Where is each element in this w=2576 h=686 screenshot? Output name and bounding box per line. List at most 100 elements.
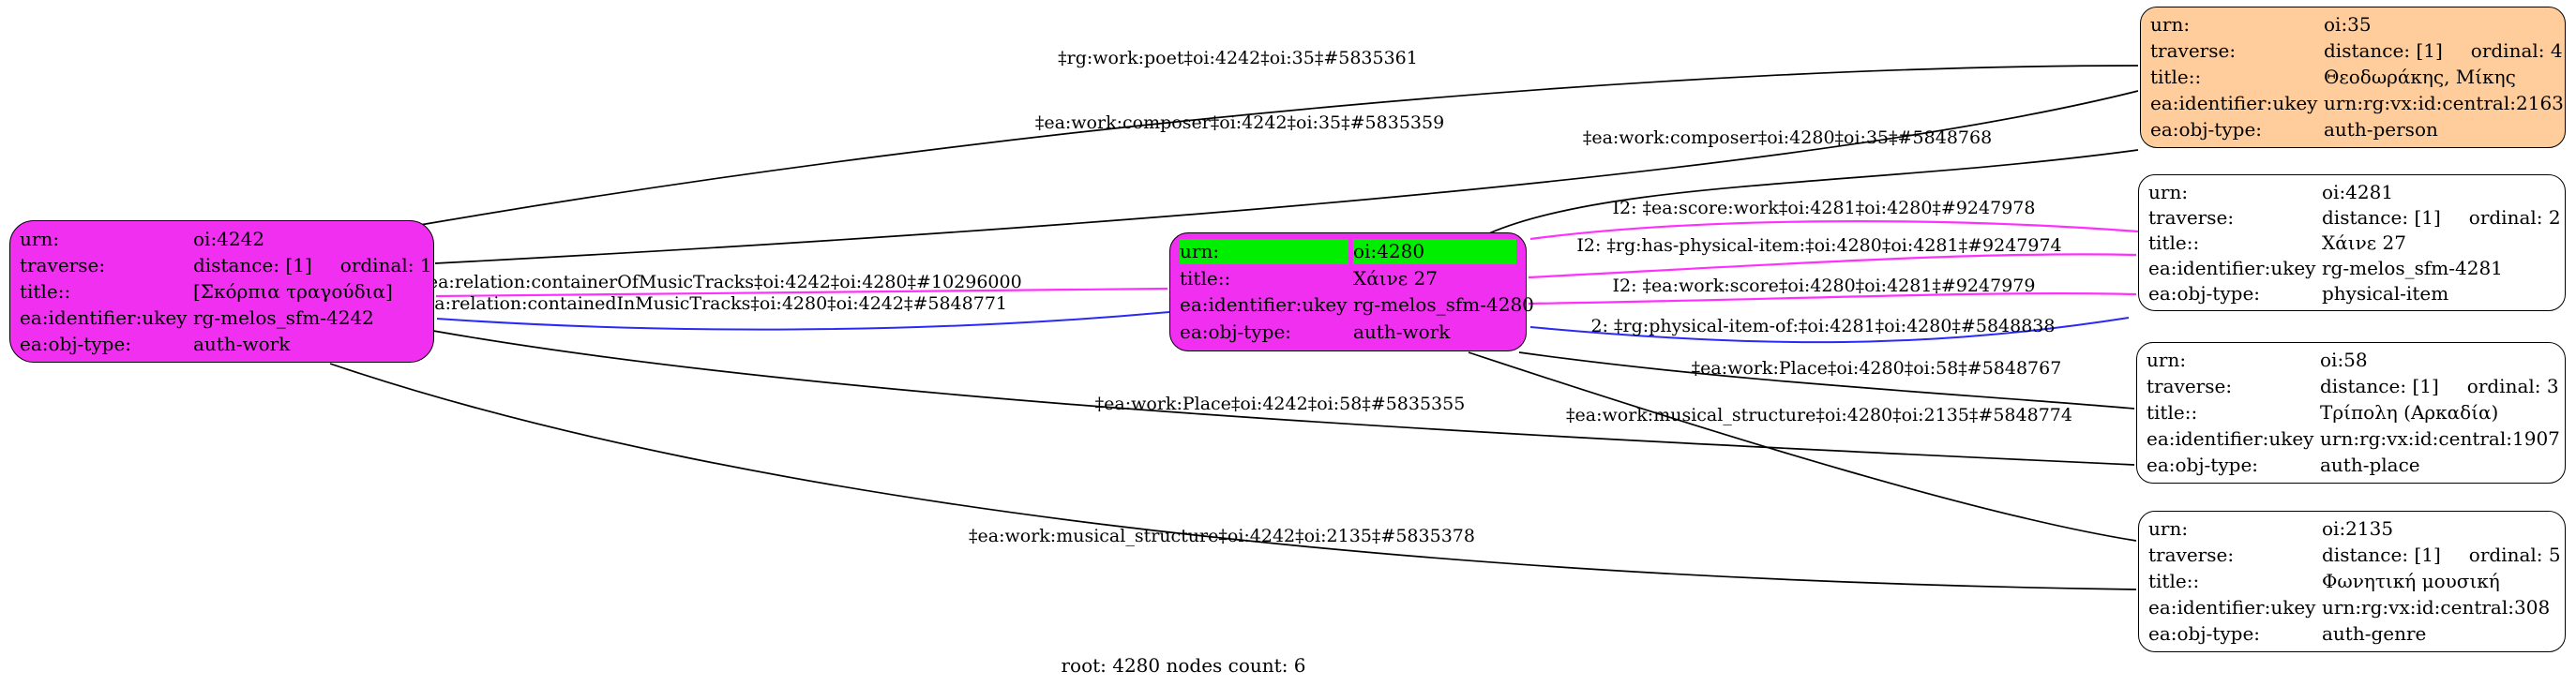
node-row: title:: Χάινε 27 — [1180, 266, 1516, 291]
edge-label-place-4280-58: ‡ea:work:Place‡oi:4280‡oi:58‡#5848767 — [1691, 358, 2062, 379]
row-value: Χάινε 27 — [1353, 266, 1438, 290]
row-value: rg-melos_sfm-4280 — [1353, 293, 1534, 317]
row-value: urn:rg:vx:id:central:1907 — [2320, 426, 2560, 450]
edge-ea-work-score-4280-4281 — [1528, 291, 2137, 306]
row-key: title:: — [1180, 266, 1231, 290]
row-key: traverse: — [2147, 375, 2233, 398]
edge-ea-work-place-4280-58 — [1518, 351, 2135, 410]
node-oi-2135[interactable]: urn: oi:2135 traverse: distance: [1] ordi… — [2138, 511, 2566, 652]
edge-label-score-work-4281-4280: I2: ‡ea:score:work‡oi:4281‡oi:4280‡#9247… — [1612, 198, 2036, 218]
node-row: traverse: distance: [1] ordinal: 1 — [20, 253, 432, 278]
row-value: oi:4280 — [1353, 238, 1516, 264]
edge-containedInMusicTracks-4280-4242 — [436, 311, 1170, 331]
row-value: oi:2135 — [2322, 517, 2394, 541]
row-key: ea:obj-type: — [2147, 453, 2259, 476]
node-oi-58[interactable]: urn: oi:58 traverse: distance: [1] ordina… — [2136, 342, 2566, 484]
node-row: ea:obj-type: physical-item — [2148, 281, 2555, 306]
row-key: traverse: — [20, 253, 106, 276]
row-value: Θεοδωράκης, Μίκης — [2324, 65, 2516, 88]
node-row: traverse: distance: [1] ordinal: 3 — [2147, 374, 2559, 399]
row-key: traverse: — [2148, 206, 2235, 229]
node-row: ea:obj-type: auth-person — [2150, 117, 2555, 142]
edge-ea-work-musical-structure-4242-2135 — [329, 363, 2137, 590]
edge-rg-has-physical-item-4280-4281 — [1528, 253, 2137, 279]
row-key: ea:obj-type: — [2148, 282, 2261, 305]
row-key: urn: — [2148, 181, 2189, 203]
row-value: oi:4281 — [2322, 181, 2394, 203]
edge-label-work-score-4280-4281: I2: ‡ea:work:score‡oi:4280‡oi:4281‡#9247… — [1612, 276, 2036, 296]
edge-ea-work-composer-4280-35 — [1488, 149, 2139, 234]
row-value: [Σκόρπια τραγούδια] — [193, 279, 393, 303]
edge-ea-work-composer-4242-35 — [434, 90, 2139, 264]
row-key: urn: — [20, 227, 60, 250]
node-row: traverse: distance: [1] ordinal: 2 — [2148, 205, 2561, 231]
row-value: urn:rg:vx:id:central:308 — [2322, 595, 2551, 619]
row-value: auth-work — [1353, 321, 1451, 344]
row-value: distance: [1] ordinal: 3 — [2320, 375, 2559, 398]
row-key: title:: — [2148, 231, 2200, 254]
graph-caption: root: 4280 nodes count: 6 — [1061, 654, 1306, 677]
row-key: ea:obj-type: — [2150, 117, 2263, 141]
row-key: ea:obj-type: — [1180, 321, 1292, 344]
row-key: traverse: — [2150, 39, 2237, 63]
row-value: auth-work — [193, 332, 291, 355]
row-key: ea:identifier:ukey — [20, 306, 188, 329]
node-row: urn: oi:2135 — [2148, 516, 2555, 542]
node-row: urn: oi:35 — [2150, 12, 2555, 37]
edge-rg-work-poet-4242-35 — [414, 65, 2139, 227]
row-value: physical-item — [2322, 282, 2449, 305]
row-key: urn: — [2150, 13, 2191, 37]
row-value: rg-melos_sfm-4281 — [2322, 257, 2503, 279]
row-key: ea:identifier:ukey — [2147, 426, 2314, 450]
node-oi-4281[interactable]: urn: oi:4281 traverse: distance: [1] ordi… — [2138, 174, 2566, 311]
row-value: distance: [1] ordinal: 2 — [2322, 206, 2561, 229]
node-oi-4242[interactable]: urn: oi:4242 traverse: distance: [1] ordi… — [9, 220, 434, 363]
row-key: traverse: — [2148, 544, 2235, 567]
row-key: ea:identifier:ukey — [2148, 257, 2316, 279]
edge-label-musical-structure-4242: ‡ea:work:musical_structure‡oi:4242‡oi:21… — [969, 526, 1475, 546]
node-oi-35[interactable]: urn: oi:35 traverse: distance: [1] ordina… — [2140, 7, 2566, 148]
node-row: ea:identifier:ukey urn:rg:vx:id:central:… — [2148, 595, 2555, 620]
row-value: urn:rg:vx:id:central:2163 — [2324, 91, 2564, 114]
row-value: auth-person — [2324, 117, 2438, 141]
row-value: distance: [1] ordinal: 5 — [2322, 544, 2561, 567]
node-row: title:: [Σκόρπια τραγούδια] — [20, 279, 424, 305]
node-row: ea:identifier:ukey rg-melos_sfm-4281 — [2148, 256, 2555, 281]
node-row: ea:identifier:ukey rg-melos_sfm-4242 — [20, 306, 424, 331]
node-row: traverse: distance: [1] ordinal: 4 — [2150, 38, 2563, 64]
row-value: Τρίπολη (Αρκαδία) — [2320, 400, 2499, 424]
row-value: Χάινε 27 — [2322, 231, 2406, 254]
row-key: title:: — [20, 279, 71, 303]
node-row: ea:obj-type: auth-work — [20, 332, 424, 357]
node-row: title:: Χάινε 27 — [2148, 231, 2555, 256]
node-row: urn: oi:4242 — [20, 227, 424, 252]
edge-label-physical-item-of: 2: ‡rg:physical-item-of:‡oi:4281‡oi:4280… — [1590, 316, 2056, 336]
edge-ea-score-work-4281-4280 — [1529, 219, 2139, 241]
edge-ea-work-place-4242-58 — [432, 330, 2135, 466]
node-row: ea:obj-type: auth-work — [1180, 320, 1516, 345]
node-row: ea:obj-type: auth-place — [2147, 453, 2555, 478]
row-value: oi:4242 — [193, 227, 265, 250]
node-row: title:: Τρίπολη (Αρκαδία) — [2147, 400, 2555, 425]
row-key: title:: — [2147, 400, 2198, 424]
row-value: rg-melos_sfm-4242 — [193, 306, 374, 329]
edge-ea-work-musical-structure-4280-2135 — [1468, 351, 2137, 542]
row-value: oi:58 — [2320, 349, 2368, 372]
row-key: urn: — [1180, 238, 1348, 264]
edge-label-composer-4242-35: ‡ea:work:composer‡oi:4242‡oi:35‡#5835359 — [1034, 112, 1445, 133]
edge-label-composer-4280-35: ‡ea:work:composer‡oi:4280‡oi:35‡#5848768 — [1582, 127, 1993, 148]
row-key: ea:identifier:ukey — [2150, 91, 2318, 114]
row-value: distance: [1] ordinal: 4 — [2324, 39, 2563, 63]
node-oi-4280[interactable]: urn: oi:4280 title:: Χάινε 27 ea:identif… — [1169, 232, 1534, 351]
node-row: traverse: distance: [1] ordinal: 5 — [2148, 543, 2561, 568]
node-row: urn: oi:58 — [2147, 348, 2555, 373]
node-row: ea:identifier:ukey urn:rg:vx:id:central:… — [2147, 426, 2560, 452]
row-key: title:: — [2148, 569, 2200, 592]
row-value: oi:35 — [2324, 13, 2372, 37]
row-key: ea:identifier:ukey — [2148, 595, 2316, 619]
edge-label-containerOfMusicTracks: I2: ‡ea:relation:containerOfMusicTracks‡… — [388, 272, 1022, 292]
row-value: auth-genre — [2322, 621, 2427, 645]
row-key: urn: — [2148, 517, 2189, 541]
